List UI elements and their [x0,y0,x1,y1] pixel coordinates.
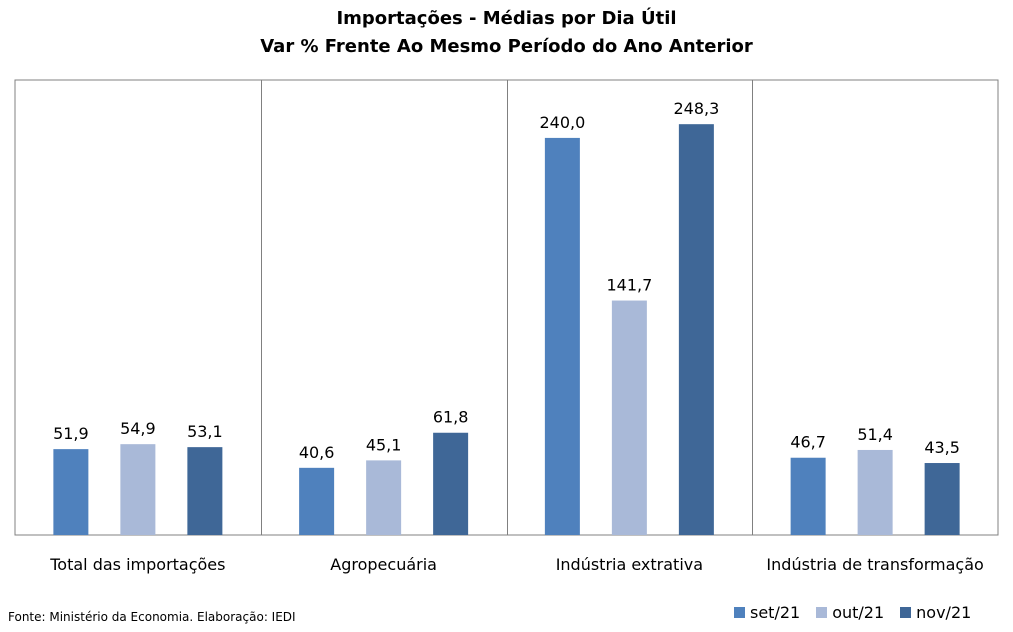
plot-area-frame [14,79,999,536]
data-label: 248,3 [673,99,719,118]
legend-item: set/21 [734,603,800,622]
data-label: 240,0 [539,113,585,132]
data-label: 54,9 [120,419,156,438]
bar [857,449,893,535]
legend-label: out/21 [832,603,885,622]
legend-swatch [816,607,828,618]
data-label: 43,5 [924,438,960,457]
category-label: Total das importações [49,555,225,574]
bar [544,137,580,535]
bar [187,447,223,535]
category-label: Indústria de transformação [766,555,983,574]
legend-swatch [900,607,912,618]
data-label: 61,8 [433,408,469,427]
data-label: 141,7 [606,276,652,295]
bar [53,449,89,535]
bar [790,457,826,535]
category-label: Agropecuária [330,555,437,574]
data-label: 46,7 [790,433,826,452]
data-label: 45,1 [366,435,402,454]
bar [366,460,402,535]
chart-title: Importações - Médias por Dia Útil [336,8,677,29]
bar [299,467,335,535]
legend-item: out/21 [816,603,884,622]
source-note: Fonte: Ministério da Economia. Elaboraçã… [8,610,296,624]
bar [120,444,156,535]
chart-title-block: Importações - Médias por Dia Útil Var % … [0,5,1013,61]
bar [678,124,714,535]
bar [433,432,469,535]
bar [611,300,647,535]
data-label: 51,4 [857,425,893,444]
legend-item: nov/21 [900,603,971,622]
chart-subtitle: Var % Frente Ao Mesmo Período do Ano Ant… [260,36,753,57]
legend-label: set/21 [750,603,801,622]
legend-swatch [734,607,745,618]
category-label: Indústria extrativa [556,555,703,574]
chart-legend: set/21 out/21 nov/21 [734,603,971,622]
data-label: 51,9 [53,424,89,443]
legend-label: nov/21 [916,603,972,622]
bar [924,463,960,535]
data-label: 53,1 [187,422,223,441]
data-label: 40,6 [299,443,335,462]
